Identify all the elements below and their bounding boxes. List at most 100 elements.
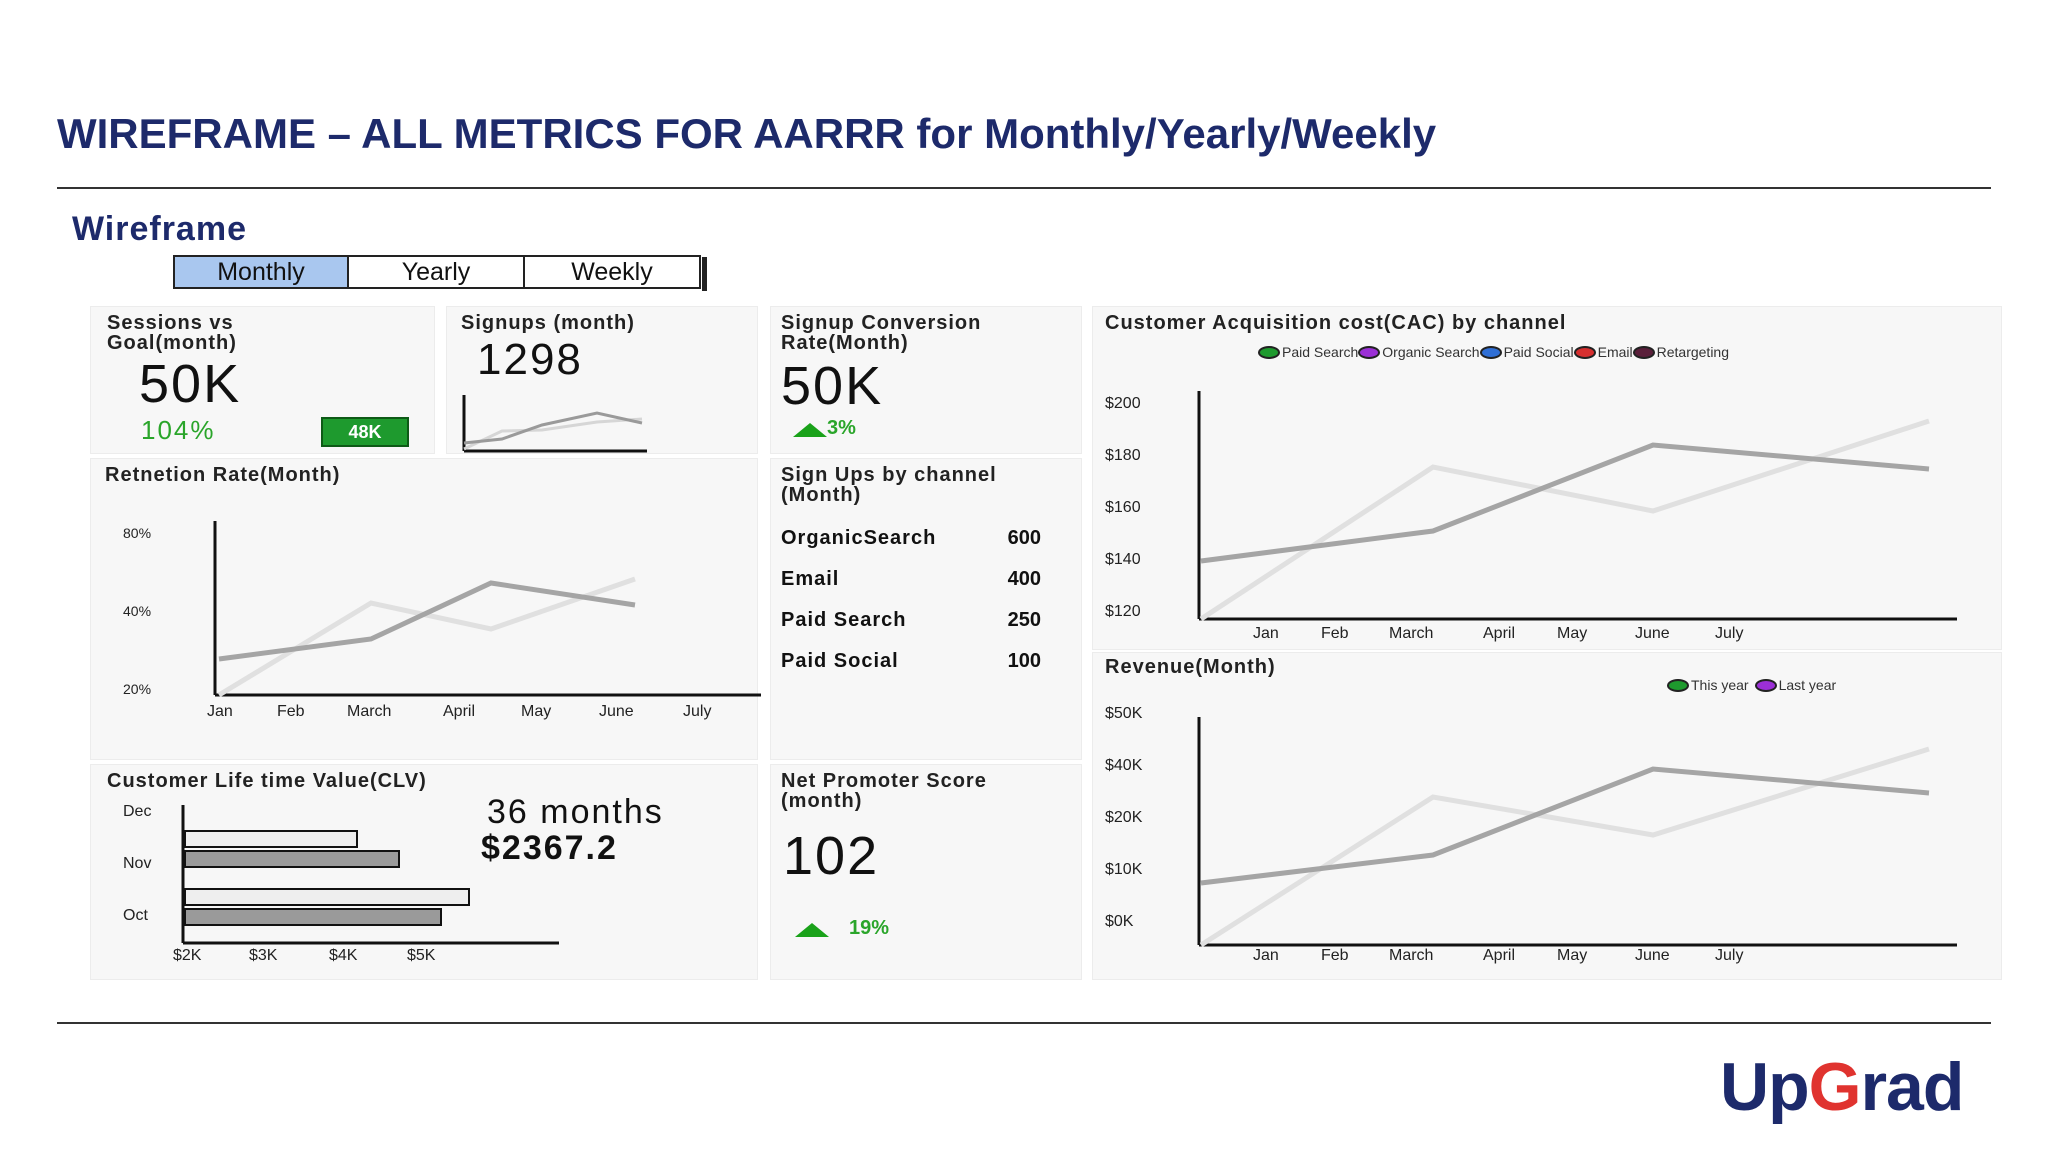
retention-ytick: 20% xyxy=(123,681,152,697)
channel-row-label: OrganicSearch xyxy=(781,527,937,549)
cac-ytick: $200 xyxy=(1105,395,1141,412)
retention-line-chart xyxy=(213,521,761,698)
channel-row-value: 600 xyxy=(1007,527,1041,549)
cac-xtick: Feb xyxy=(1321,625,1349,642)
bottom-divider xyxy=(57,1022,1991,1024)
retention-xtick: June xyxy=(599,703,634,720)
logo-text: rad xyxy=(1860,1049,1965,1125)
nps-title: Net Promoter Score (month) xyxy=(781,770,987,812)
clv-x-ticks: $2K $3K $4K $5K xyxy=(173,947,473,967)
revenue-xtick: June xyxy=(1635,947,1670,964)
retention-title: Retnetion Rate(Month) xyxy=(105,464,341,486)
channel-row-value: 250 xyxy=(1007,609,1041,631)
sessions-value: 50K xyxy=(139,354,242,414)
revenue-line-chart xyxy=(1197,717,1957,948)
legend-label: Email xyxy=(1597,344,1633,360)
clv-bar xyxy=(184,908,442,926)
sessions-title: Sessions vs Goal(month) xyxy=(107,312,237,354)
signups-value: 1298 xyxy=(477,335,583,384)
logo-text: G xyxy=(1808,1049,1862,1125)
clv-title: Customer Life time Value(CLV) xyxy=(107,770,427,792)
revenue-xtick: Jan xyxy=(1253,947,1279,964)
legend-label: Paid Social xyxy=(1503,344,1574,360)
clv-bar-chart xyxy=(181,805,559,945)
up-triangle-icon xyxy=(795,923,829,937)
clv-bar xyxy=(184,888,470,906)
retention-panel: Retnetion Rate(Month) 80% 40% 20% Jan Fe… xyxy=(90,458,761,760)
revenue-ytick: $50K xyxy=(1105,705,1143,722)
clv-xtick: $3K xyxy=(249,947,278,964)
revenue-xtick: Feb xyxy=(1321,947,1349,964)
clv-bar xyxy=(184,830,358,848)
clv-months: 36 months xyxy=(487,793,664,831)
legend-label: Retargeting xyxy=(1656,344,1730,360)
slide-title: WIREFRAME – ALL METRICS FOR AARRR for Mo… xyxy=(57,110,1437,157)
conversion-change: 3% xyxy=(827,417,856,439)
cac-xtick: Jan xyxy=(1253,625,1279,642)
signups-title: Signups (month) xyxy=(461,312,635,334)
clv-bar xyxy=(184,850,400,868)
signups-channel-panel: Sign Ups by channel (Month) OrganicSearc… xyxy=(770,458,1082,760)
tab-weekly[interactable]: Weekly xyxy=(525,255,701,289)
tab-monthly[interactable]: Monthly xyxy=(173,255,349,289)
retention-xtick: April xyxy=(443,703,476,720)
upgrad-logo: UpGrad xyxy=(1720,1048,1965,1126)
legend-dot-icon xyxy=(1754,678,1777,692)
tab-yearly[interactable]: Yearly xyxy=(349,255,525,289)
revenue-panel: Revenue(Month) This year Last year $50K … xyxy=(1092,652,2002,980)
wireframe-heading: Wireframe xyxy=(72,210,247,248)
signups-panel: Signups (month) 1298 xyxy=(446,306,758,454)
revenue-series-this xyxy=(1200,766,1930,886)
legend-dot-icon xyxy=(1479,345,1502,359)
clv-amount: $2367.2 xyxy=(481,829,618,867)
clv-ytick: Nov xyxy=(123,855,152,872)
channel-row-label: Paid Search xyxy=(781,609,907,631)
cac-xtick: May xyxy=(1557,625,1588,642)
top-divider xyxy=(57,187,1991,189)
cac-ytick: $180 xyxy=(1105,447,1141,464)
retention-series-this xyxy=(218,580,636,662)
logo-text: Up xyxy=(1720,1049,1810,1125)
clv-ytick: Oct xyxy=(123,907,148,924)
revenue-ytick: $20K xyxy=(1105,809,1143,826)
revenue-xtick: March xyxy=(1389,947,1434,964)
cac-series-last xyxy=(1199,418,1930,622)
legend-label: Last year xyxy=(1778,677,1837,693)
channel-row-value: 100 xyxy=(1007,650,1041,672)
legend-label: This year xyxy=(1691,677,1749,693)
conversion-value: 50K xyxy=(781,356,884,416)
cac-xtick: June xyxy=(1635,625,1670,642)
channel-row-value: 400 xyxy=(1007,568,1041,590)
sessions-percent: 104% xyxy=(141,415,216,445)
clv-xtick: $5K xyxy=(407,947,436,964)
clv-xtick: $2K xyxy=(173,947,202,964)
conversion-title: Signup Conversion Rate(Month) xyxy=(781,312,982,354)
up-triangle-icon xyxy=(793,423,827,437)
cac-xtick: April xyxy=(1483,625,1516,642)
cac-title: Customer Acquisition cost(CAC) by channe… xyxy=(1105,312,1567,334)
cac-xtick: March xyxy=(1389,625,1434,642)
signups-sparkline xyxy=(462,395,647,453)
revenue-xtick: May xyxy=(1557,947,1588,964)
legend-label: Organic Search xyxy=(1382,344,1480,360)
clv-xtick: $4K xyxy=(329,947,358,964)
period-tabs: Monthly Yearly Weekly xyxy=(173,255,707,291)
revenue-xtick: July xyxy=(1715,947,1744,964)
retention-xtick: Jan xyxy=(207,703,233,720)
tabs-shadow xyxy=(702,257,707,291)
sessions-panel: Sessions vs Goal(month) 50K 104% 48K xyxy=(90,306,435,454)
cac-panel: Customer Acquisition cost(CAC) by channe… xyxy=(1092,306,2002,650)
revenue-title: Revenue(Month) xyxy=(1105,656,1276,678)
revenue-xtick: April xyxy=(1483,947,1516,964)
retention-xtick: May xyxy=(521,703,552,720)
nps-value: 102 xyxy=(783,826,880,886)
cac-xtick: July xyxy=(1715,625,1744,642)
conversion-panel: Signup Conversion Rate(Month) 50K 3% xyxy=(770,306,1082,454)
revenue-ytick: $10K xyxy=(1105,861,1143,878)
cac-legend: Paid Search Organic Search Paid Social E… xyxy=(1258,344,1729,360)
signups-channel-title: Sign Ups by channel (Month) xyxy=(781,464,997,506)
revenue-ytick: $0K xyxy=(1105,913,1134,930)
cac-line-chart xyxy=(1197,391,1957,622)
revenue-series-last xyxy=(1199,746,1930,948)
cac-x-ticks: Jan Feb March April May June July xyxy=(1253,625,1853,645)
